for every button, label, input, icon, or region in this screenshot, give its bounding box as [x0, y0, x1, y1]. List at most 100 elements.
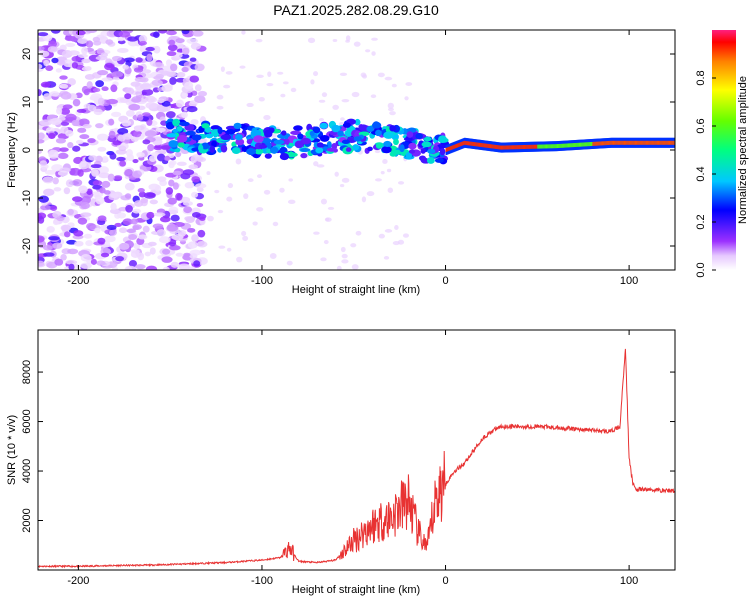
spectrogram-band-core [464, 140, 467, 145]
spectrogram-band-core [574, 142, 577, 147]
spectrogram-noise-blob [130, 136, 139, 142]
spectrogram-band-core [463, 140, 466, 145]
spectrogram-noise-blob [60, 91, 72, 100]
spectrogram-noise-blob [38, 139, 45, 144]
spectrogram-ridge-blob [312, 126, 321, 134]
spectrogram-band-core [573, 143, 575, 148]
spectrogram-noise-blob [143, 192, 156, 199]
spectrogram-noise-blob [101, 86, 109, 92]
spectrogram-noise-blob [39, 119, 52, 126]
spectrogram-ridge-blob [383, 131, 395, 139]
spectrogram-noise-blob [81, 58, 91, 64]
spectrogram-noise-blob [122, 64, 130, 70]
spectrogram-noise-blob [391, 83, 397, 88]
spectrogram-ridge-blob [176, 134, 188, 143]
spectrogram-noise-blob [196, 187, 204, 193]
spectrogram-band-core [638, 140, 640, 145]
spectrogram-noise-blob [56, 107, 63, 115]
spectrogram-noise-blob [77, 127, 87, 133]
spectrogram-ridge-blob [172, 118, 181, 127]
colorbar-tick-label: 0.4 [695, 166, 707, 181]
spectrogram-band-core [487, 143, 490, 148]
spectrogram-band-core [534, 144, 537, 149]
spectrogram-noise-blob [80, 254, 92, 262]
spectrogram-band-core [575, 142, 578, 147]
spectrogram-band-core [584, 142, 586, 147]
spectrogram-noise-blob [45, 65, 54, 71]
x-tick-label: 0 [442, 575, 448, 587]
spectrogram-noise-blob [266, 83, 274, 87]
spectrogram-band-core [508, 145, 511, 150]
spectrogram-noise-blob [67, 248, 79, 255]
spectrogram-noise-blob [323, 240, 329, 245]
spectrogram-band-core [652, 140, 654, 145]
spectrogram-noise-blob [170, 63, 178, 72]
spectrogram-band-core [545, 144, 548, 149]
spectrogram-ridge-blob [165, 121, 175, 130]
spectrogram-band-core [590, 142, 593, 147]
spectrogram-noise-blob [100, 252, 110, 258]
spectrogram-band-core [596, 141, 599, 146]
spectrogram-ridge-blob [235, 138, 245, 146]
spectrogram-band-core [485, 143, 487, 148]
spectrogram-noise-blob [236, 256, 243, 263]
spectrogram-noise-blob [355, 230, 362, 236]
spectrogram-noise-blob [124, 168, 133, 177]
spectrogram-ridge-blob [250, 129, 262, 138]
spectrogram-band-core [506, 145, 508, 150]
y-tick-label: 6000 [21, 409, 33, 433]
spectrogram-noise-blob [182, 169, 195, 176]
spectrogram-noise-blob [184, 243, 196, 250]
spectrogram-noise-blob [67, 78, 76, 86]
spectrogram-band-core [657, 140, 660, 145]
spectrogram-noise-blob [374, 178, 382, 182]
spectrogram-band-core [654, 140, 657, 145]
spectrogram-x-axis-label: Height of straight line (km) [292, 284, 420, 296]
spectrogram-noise-blob [94, 227, 101, 234]
spectrogram-band-core [559, 143, 562, 148]
spectrogram-noise-blob [39, 50, 50, 58]
spectrogram-noise-blob [191, 191, 199, 198]
spectrogram-noise-blob [106, 224, 117, 231]
spectrogram-band-core [555, 144, 558, 149]
spectrogram-noise-blob [313, 231, 320, 235]
spectrogram-ridge-blob [315, 147, 324, 154]
spectrogram-noise-blob [145, 46, 155, 52]
spectrogram-noise-blob [196, 241, 208, 248]
spectrogram-ridge-blob [176, 125, 183, 132]
spectrogram-noise-blob [133, 67, 144, 73]
spectrogram-noise-blob [377, 72, 385, 78]
spectrogram-noise-blob [96, 260, 106, 266]
spectrogram-ridge-blob [354, 118, 361, 126]
spectrogram-noise-blob [110, 202, 117, 211]
spectrogram-noise-blob [153, 31, 160, 38]
spectrogram-noise-blob [127, 36, 138, 42]
spectrogram-band-core [599, 141, 602, 146]
spectrogram-noise-blob [181, 111, 188, 119]
spectrogram-noise-blob [60, 121, 70, 126]
spectrogram-noise-blob [72, 145, 81, 152]
spectrogram-band-core [639, 140, 641, 145]
spectrogram-noise-blob [116, 156, 126, 162]
spectrogram-noise-blob [169, 77, 177, 85]
spectrogram-band-core [552, 144, 555, 149]
spectrogram-noise-blob [53, 187, 62, 192]
spectrogram-band-core [482, 143, 484, 148]
spectrogram-noise-blob [64, 35, 76, 42]
spectrogram-noise-blob [112, 140, 122, 146]
spectrogram-ridge-blob [185, 130, 196, 136]
spectrogram-band-core [496, 145, 499, 150]
spectrogram-ridge-blob [342, 122, 351, 128]
x-tick-label: -100 [251, 575, 273, 587]
spectrogram-noise-blob [165, 187, 174, 195]
spectrogram-noise-blob [78, 161, 90, 170]
spectrogram-noise-blob [122, 132, 133, 140]
spectrogram-noise-blob [115, 149, 127, 155]
spectrogram-band-core [542, 144, 545, 149]
spectrogram-noise-blob [137, 234, 148, 240]
spectrogram-noise-blob [160, 145, 173, 150]
spectrogram-ridge-blob [293, 125, 303, 132]
spectrogram-band-core [616, 140, 618, 145]
spectrogram-band-core [553, 144, 556, 149]
spectrogram-noise-blob [146, 53, 153, 62]
